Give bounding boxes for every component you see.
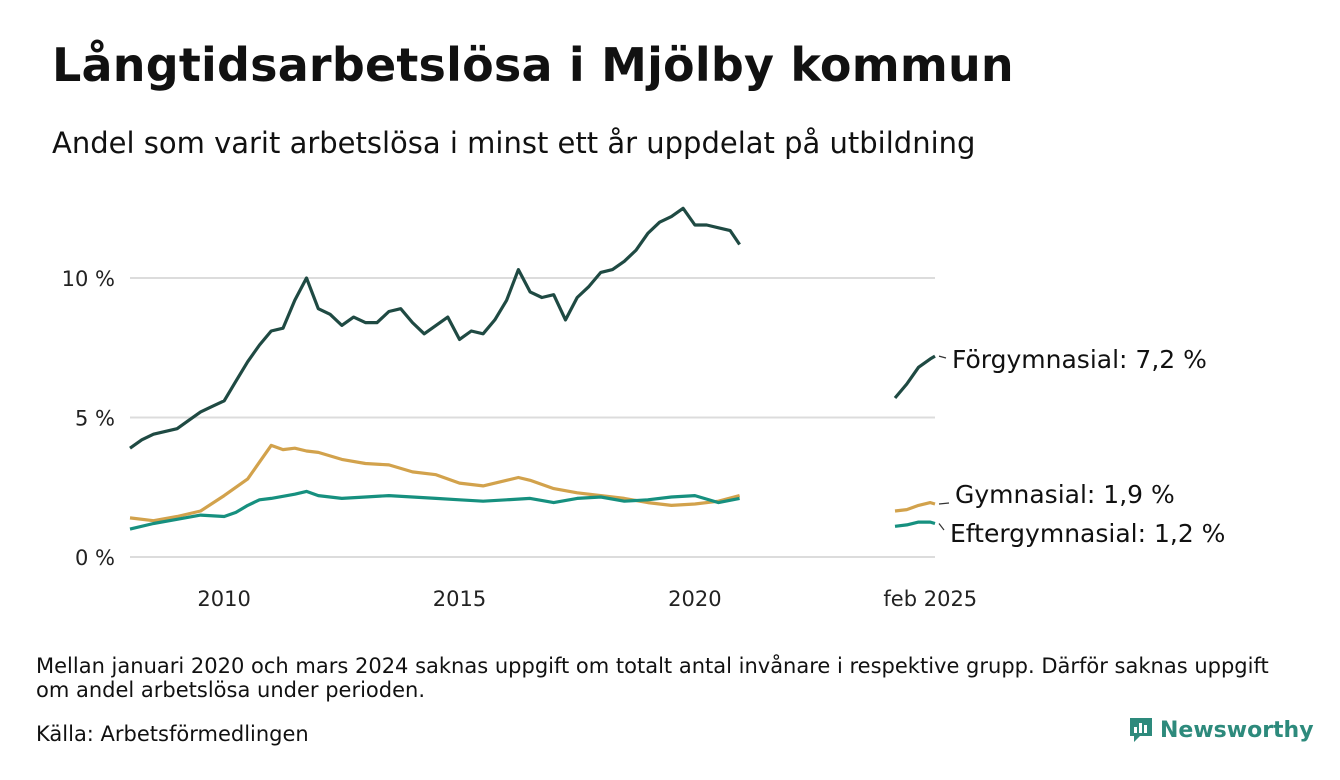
end-label-forgymnasial: Förgymnasial: 7,2 % xyxy=(952,345,1207,374)
leader-line-eftergymnasial xyxy=(938,523,945,531)
bar-chart-icon xyxy=(1130,718,1152,742)
x-tick-label: feb 2025 xyxy=(883,587,977,611)
x-tick-label: 2015 xyxy=(433,587,486,611)
series-line-eftergymnasial xyxy=(894,520,936,528)
line-chart: 0 % 5 % 10 % 2010 2015 2020 feb 2025 Förgymna… xyxy=(62,206,1225,611)
brand-logo: Newsworthy xyxy=(1128,716,1314,744)
source-note: Källa: Arbetsförmedlingen xyxy=(36,722,309,746)
end-labels: Förgymnasial: 7,2 % Gymnasial: 1,9 % Efter… xyxy=(938,345,1225,548)
series-lines xyxy=(129,206,936,531)
footnote: Mellan januari 2020 och mars 2024 saknas… xyxy=(36,654,1269,702)
y-tick-label: 0 % xyxy=(75,546,115,570)
series-line-forgymnasial xyxy=(129,206,741,450)
y-tick-label: 5 % xyxy=(75,407,115,431)
x-tick-label: 2010 xyxy=(197,587,250,611)
series-line-eftergymnasial xyxy=(129,489,740,531)
y-axis-ticks: 0 % 5 % 10 % xyxy=(62,267,115,570)
leader-line-gymnasial xyxy=(938,502,950,505)
end-label-gymnasial: Gymnasial: 1,9 % xyxy=(955,480,1175,509)
series-line-forgymnasial xyxy=(893,354,936,400)
series-line-gymnasial xyxy=(129,443,741,523)
leader-line-forgymnasial xyxy=(938,355,947,359)
y-tick-label: 10 % xyxy=(62,267,115,291)
series-line-gymnasial xyxy=(894,501,936,513)
chart-subtitle: Andel som varit arbetslösa i minst ett å… xyxy=(52,126,976,160)
x-axis-ticks: 2010 2015 2020 feb 2025 xyxy=(197,587,977,611)
grid-lines xyxy=(130,277,935,558)
end-label-eftergymnasial: Eftergymnasial: 1,2 % xyxy=(950,519,1225,548)
brand-name: Newsworthy xyxy=(1160,717,1314,743)
x-tick-label: 2020 xyxy=(668,587,721,611)
chart-title: Långtidsarbetslösa i Mjölby kommun xyxy=(52,38,1014,92)
